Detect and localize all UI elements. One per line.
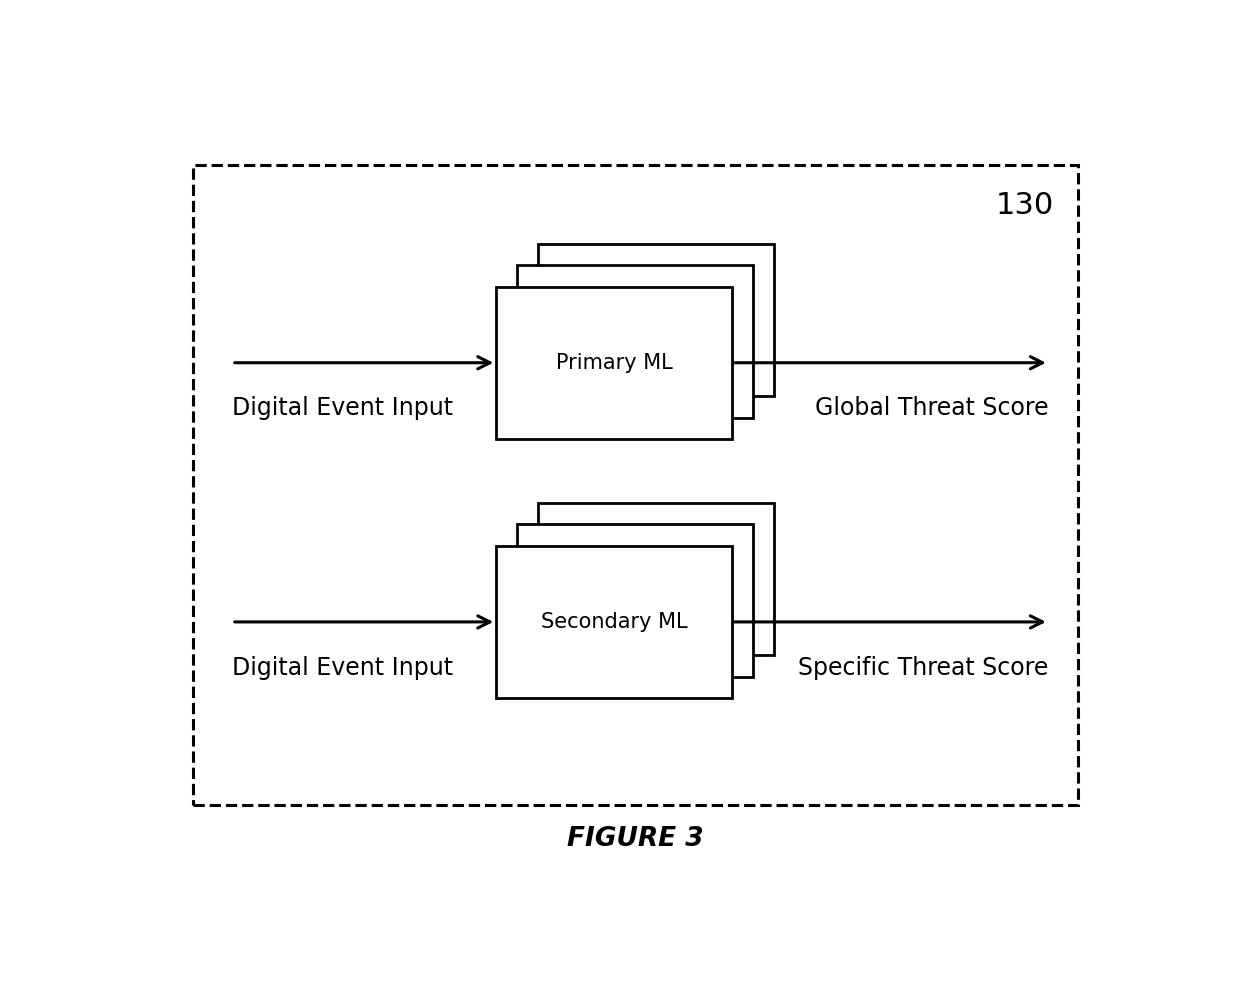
Bar [517,525,753,677]
Text: Digital Event Input: Digital Event Input [232,396,453,421]
Bar [538,244,774,396]
Text: 130: 130 [996,191,1054,220]
Bar [517,265,753,418]
Bar [496,545,732,698]
Text: Primary ML: Primary ML [556,352,672,373]
Text: Global Threat Score: Global Threat Score [815,396,1049,421]
Bar [538,503,774,655]
Text: Specific Threat Score: Specific Threat Score [799,655,1049,680]
Text: Digital Event Input: Digital Event Input [232,655,453,680]
Text: Secondary ML: Secondary ML [541,612,687,632]
Bar [496,286,732,439]
Text: FIGURE 3: FIGURE 3 [567,827,704,852]
Bar [193,164,1078,805]
